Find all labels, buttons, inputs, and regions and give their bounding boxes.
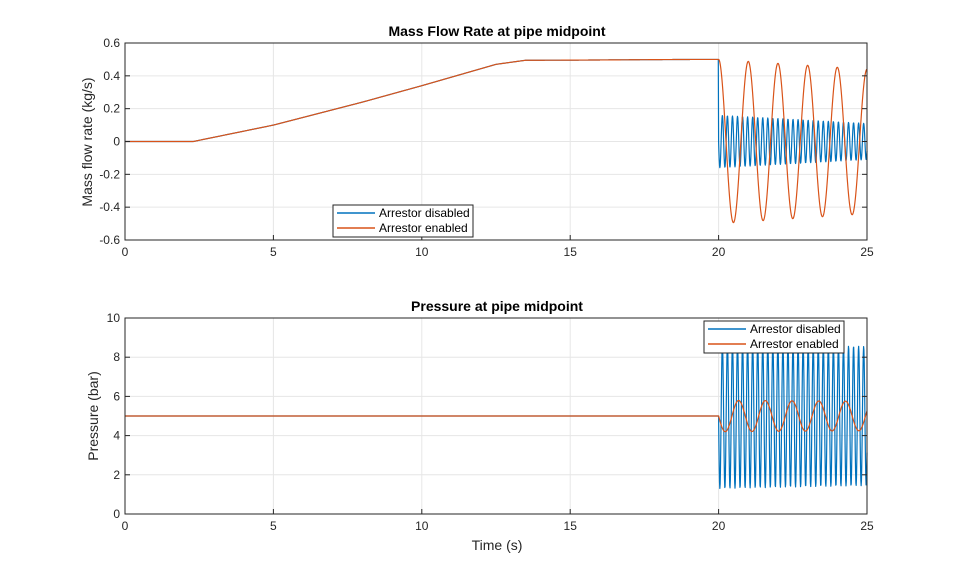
y-tick-label: 0.2	[103, 102, 120, 116]
x-tick-label: 20	[712, 519, 726, 533]
plot-frame	[124, 317, 868, 515]
x-tick-label: 25	[860, 245, 874, 259]
series-group	[124, 343, 868, 490]
y-axis-label: Pressure (bar)	[85, 371, 101, 460]
x-tick-label: 15	[564, 245, 578, 259]
legend-label: Arrestor enabled	[750, 337, 839, 351]
series-group	[124, 58, 868, 224]
x-ticks: 0 5 10 15 20 25	[122, 509, 874, 533]
x-tick-label: 5	[270, 519, 277, 533]
y-tick-label: 2	[113, 468, 120, 482]
legend-label: Arrestor disabled	[379, 206, 470, 220]
series-line-arrestor-enabled	[124, 399, 868, 433]
legend-box	[332, 204, 474, 238]
y-tick-label: 6	[113, 389, 120, 403]
legend-box	[703, 320, 845, 354]
y-tick-label: 0.4	[103, 69, 120, 83]
y-ticks: -0.6 -0.4 -0.2 0 0.2 0.4 0.6	[99, 36, 867, 247]
x-tick-label: 20	[712, 245, 726, 259]
legend-label: Arrestor disabled	[750, 322, 841, 336]
x-axis-label: Time (s)	[472, 537, 523, 553]
x-tick-label: 5	[270, 245, 277, 259]
x-tick-label: 15	[564, 519, 578, 533]
y-tick-label: 8	[113, 350, 120, 364]
y-tick-label: 10	[107, 311, 121, 325]
x-tick-label: 10	[415, 245, 429, 259]
y-axis-label: Mass flow rate (kg/s)	[79, 77, 95, 206]
series-line-arrestor-enabled	[124, 58, 868, 224]
x-tick-label: 0	[122, 519, 129, 533]
y-tick-label: -0.6	[99, 233, 120, 247]
y-ticks: 0 2 4 6 8 10	[107, 311, 867, 521]
chart-title: Mass Flow Rate at pipe midpoint	[388, 23, 605, 39]
y-tick-label: -0.2	[99, 167, 120, 181]
x-tick-label: 0	[122, 245, 129, 259]
y-tick-label: 0	[113, 135, 120, 149]
chart-title: Pressure at pipe midpoint	[411, 298, 583, 314]
y-tick-label: 0.6	[103, 36, 120, 50]
x-tick-label: 10	[415, 519, 429, 533]
y-tick-label: 0	[113, 507, 120, 521]
x-ticks: 0 5 10 15 20 25	[122, 235, 874, 259]
y-tick-label: 4	[113, 429, 120, 443]
y-tick-label: -0.4	[99, 200, 120, 214]
mass-flow-chart: Mass Flow Rate at pipe midpoint Mass flo…	[79, 23, 874, 259]
x-tick-label: 25	[860, 519, 874, 533]
pressure-chart: Pressure at pipe midpoint Pressure (bar)…	[85, 298, 874, 553]
legend-label: Arrestor enabled	[379, 221, 468, 235]
